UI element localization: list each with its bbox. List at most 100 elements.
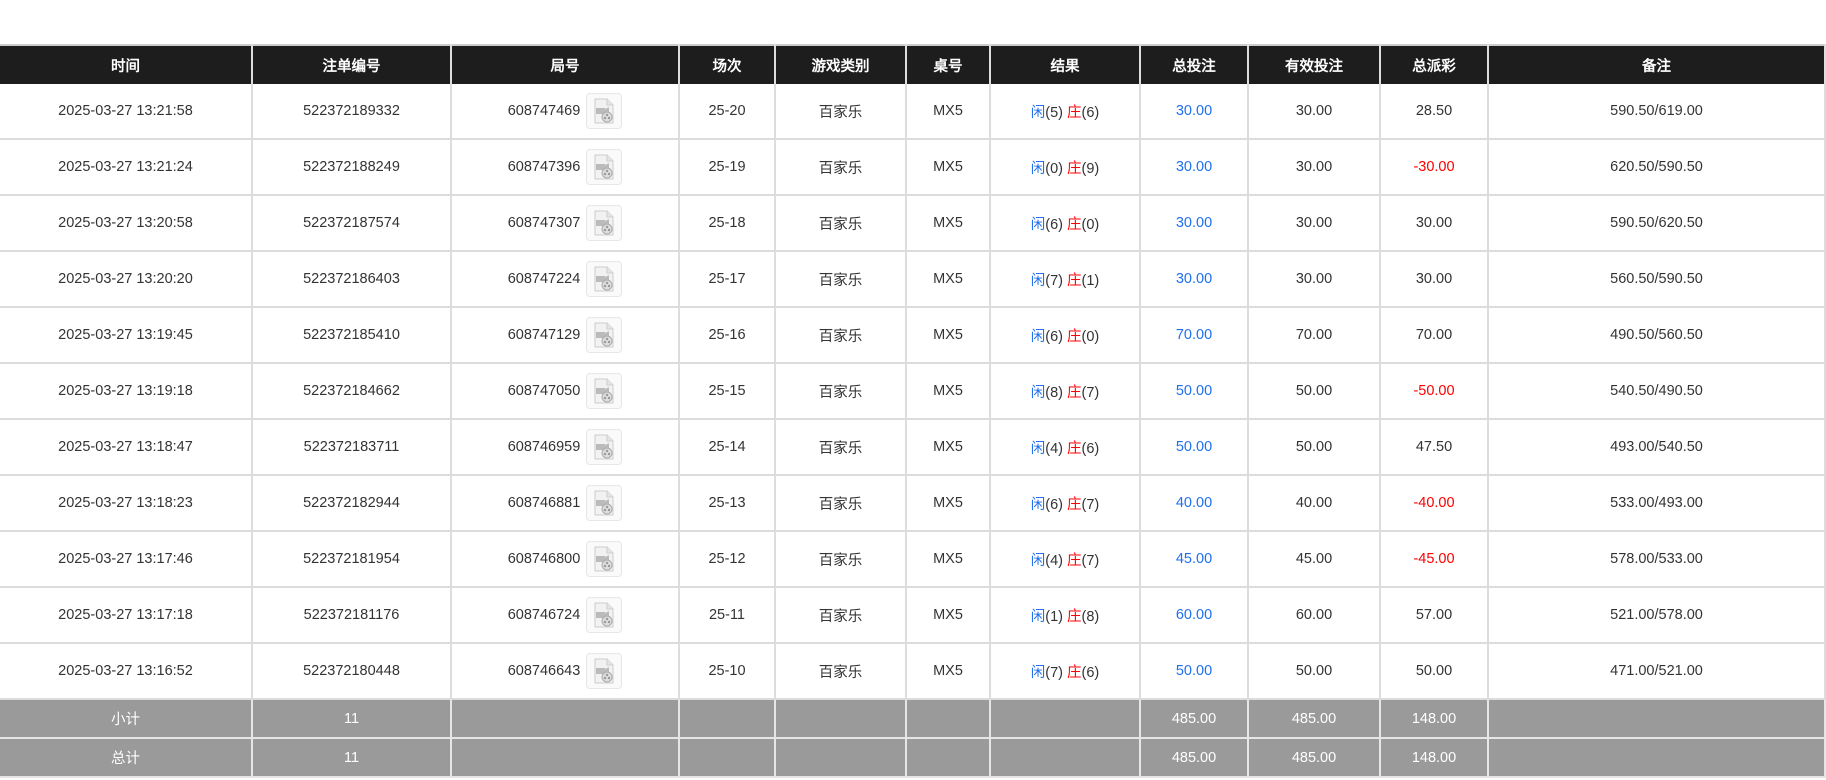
- video-replay-icon[interactable]: [586, 261, 623, 297]
- note: 471.00/521.00: [1487, 643, 1826, 700]
- player-label: 闲: [1030, 440, 1046, 457]
- col-bet-id: 注单编号: [251, 44, 452, 84]
- video-replay-icon[interactable]: [586, 429, 623, 465]
- video-replay-icon[interactable]: [586, 541, 623, 577]
- banker-score: (7): [1081, 496, 1100, 513]
- round-cell: 608746724: [450, 587, 680, 644]
- shoe: 25-20: [678, 84, 776, 140]
- table-row: 2025-03-27 13:19:45 522372185410 6087471…: [0, 307, 1826, 364]
- round-cell: 608747469: [450, 84, 680, 140]
- table-row: 2025-03-27 13:20:58 522372187574 6087473…: [0, 195, 1826, 252]
- game-type: 百家乐: [774, 195, 907, 252]
- game-type: 百家乐: [774, 84, 907, 140]
- valid-bet: 40.00: [1247, 475, 1381, 532]
- table-id: MX5: [905, 363, 991, 420]
- banker-label: 庄: [1067, 440, 1082, 457]
- banker-label: 庄: [1067, 384, 1082, 401]
- banker-score: (6): [1081, 104, 1100, 121]
- payout: 47.50: [1379, 419, 1489, 476]
- round-id: 608747307: [507, 214, 581, 231]
- banker-score: (0): [1081, 328, 1100, 345]
- banker-label: 庄: [1067, 160, 1082, 177]
- subtotal-count: 11: [251, 699, 452, 739]
- banker-score: (6): [1081, 664, 1100, 681]
- round-cell: 608746800: [450, 531, 680, 588]
- note: 540.50/490.50: [1487, 363, 1826, 420]
- valid-bet: 45.00: [1247, 531, 1381, 588]
- shoe: 25-14: [678, 419, 776, 476]
- player-label: 闲: [1030, 160, 1046, 177]
- player-label: 闲: [1030, 104, 1046, 121]
- video-replay-icon[interactable]: [586, 597, 623, 633]
- player-score: (0): [1045, 160, 1063, 177]
- table-id: MX5: [905, 307, 991, 364]
- table-id: MX5: [905, 84, 991, 140]
- player-label: 闲: [1030, 328, 1046, 345]
- result: 闲(6) 庄(0): [989, 307, 1141, 364]
- payout: -50.00: [1379, 363, 1489, 420]
- video-replay-icon[interactable]: [586, 373, 623, 409]
- result: 闲(5) 庄(6): [989, 84, 1141, 140]
- col-game: 游戏类别: [774, 44, 907, 84]
- video-replay-icon[interactable]: [586, 93, 623, 129]
- col-table: 桌号: [905, 44, 991, 84]
- col-round: 局号: [450, 44, 680, 84]
- player-score: (4): [1045, 440, 1063, 457]
- shoe: 25-10: [678, 643, 776, 700]
- game-type: 百家乐: [774, 363, 907, 420]
- total-bet: 45.00: [1139, 531, 1249, 588]
- round-cell: 608746959: [450, 419, 680, 476]
- player-score: (7): [1045, 664, 1063, 681]
- video-replay-icon[interactable]: [586, 205, 623, 241]
- bet-id: 522372183711: [251, 419, 452, 476]
- result: 闲(7) 庄(1): [989, 251, 1141, 308]
- bet-id: 522372188249: [251, 139, 452, 196]
- note: 578.00/533.00: [1487, 531, 1826, 588]
- result: 闲(4) 庄(7): [989, 531, 1141, 588]
- subtotal-valid-bet: 485.00: [1247, 699, 1381, 739]
- time: 2025-03-27 13:18:47: [0, 419, 253, 476]
- col-valid-bet: 有效投注: [1247, 44, 1381, 84]
- round-id: 608746800: [507, 550, 581, 567]
- banker-score: (1): [1081, 272, 1100, 289]
- total-payout: 148.00: [1379, 738, 1489, 778]
- video-replay-icon[interactable]: [586, 149, 623, 185]
- total-bet: 60.00: [1139, 587, 1249, 644]
- round-id: 608747396: [507, 158, 581, 175]
- round-id: 608747129: [507, 326, 581, 343]
- total-bet: 40.00: [1139, 475, 1249, 532]
- col-shoe: 场次: [678, 44, 776, 84]
- time: 2025-03-27 13:19:18: [0, 363, 253, 420]
- round-cell: 608747050: [450, 363, 680, 420]
- video-replay-icon[interactable]: [586, 485, 623, 521]
- table-id: MX5: [905, 643, 991, 700]
- bet-id: 522372181954: [251, 531, 452, 588]
- player-label: 闲: [1030, 496, 1046, 513]
- bet-id: 522372189332: [251, 84, 452, 140]
- table-id: MX5: [905, 475, 991, 532]
- banker-score: (6): [1081, 440, 1100, 457]
- round-id: 608747050: [507, 382, 581, 399]
- table-row: 2025-03-27 13:21:58 522372189332 6087474…: [0, 84, 1826, 140]
- table-id: MX5: [905, 419, 991, 476]
- player-score: (6): [1045, 496, 1063, 513]
- time: 2025-03-27 13:16:52: [0, 643, 253, 700]
- col-total-bet: 总投注: [1139, 44, 1249, 84]
- time: 2025-03-27 13:17:18: [0, 587, 253, 644]
- note: 590.50/619.00: [1487, 84, 1826, 140]
- result: 闲(7) 庄(6): [989, 643, 1141, 700]
- result: 闲(1) 庄(8): [989, 587, 1141, 644]
- banker-label: 庄: [1067, 608, 1082, 625]
- round-id: 608746724: [507, 606, 581, 623]
- video-replay-icon[interactable]: [586, 653, 623, 689]
- bet-records-table: 时间 注单编号 局号 场次 游戏类别 桌号 结果 总投注 有效投注 总派彩 备注…: [0, 44, 1826, 778]
- payout: -45.00: [1379, 531, 1489, 588]
- valid-bet: 50.00: [1247, 363, 1381, 420]
- banker-label: 庄: [1067, 272, 1082, 289]
- game-type: 百家乐: [774, 251, 907, 308]
- payout: 50.00: [1379, 643, 1489, 700]
- video-replay-icon[interactable]: [586, 317, 623, 353]
- valid-bet: 50.00: [1247, 419, 1381, 476]
- shoe: 25-17: [678, 251, 776, 308]
- round-id: 608747469: [507, 102, 581, 119]
